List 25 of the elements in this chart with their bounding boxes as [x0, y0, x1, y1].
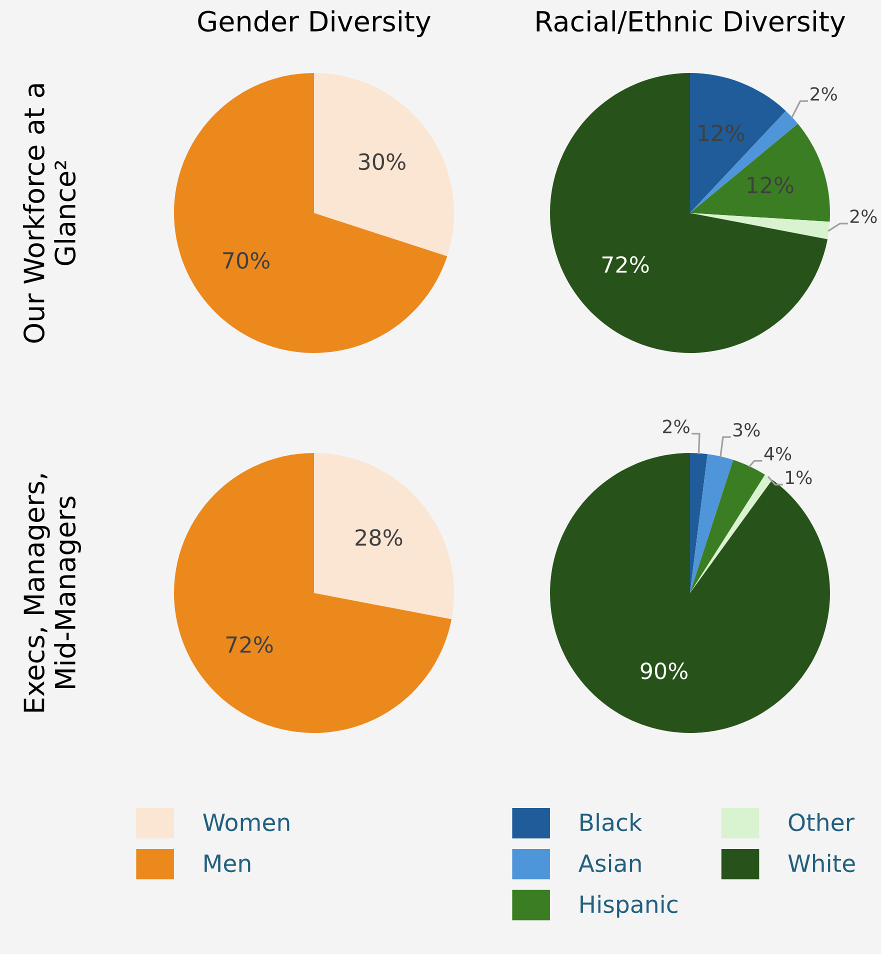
data-label: 1% [786, 470, 812, 484]
legend-label: Hispanic [580, 894, 678, 918]
data-label: 30% [358, 153, 406, 170]
legend-label: Black [580, 812, 642, 832]
chart-title: Racial/Ethnic Diversity [536, 10, 846, 38]
data-label: 72% [226, 636, 273, 653]
legend-label: Women [203, 814, 290, 832]
data-label: 70% [223, 252, 270, 269]
text: Execs, Managers, Mid-Managers [24, 474, 81, 712]
data-label: 2% [850, 210, 877, 224]
legend-label: White [788, 854, 855, 872]
data-label: 3% [733, 423, 760, 437]
legend-label: Men [204, 854, 250, 872]
data-label: 72% [602, 256, 649, 273]
data-label: 2% [810, 87, 837, 101]
legend-label: Other [788, 812, 855, 832]
text: Our Workforce at a Glance² [23, 84, 76, 343]
data-label: 28% [356, 529, 402, 546]
legend-label: Asian [578, 854, 641, 872]
data-label: 4% [764, 446, 792, 460]
data-label: 90% [640, 662, 688, 680]
data-label: 2% [663, 420, 690, 434]
chart-title: Gender Diversity [198, 10, 431, 38]
data-label: 12% [748, 176, 794, 194]
data-label: 12% [698, 124, 744, 142]
